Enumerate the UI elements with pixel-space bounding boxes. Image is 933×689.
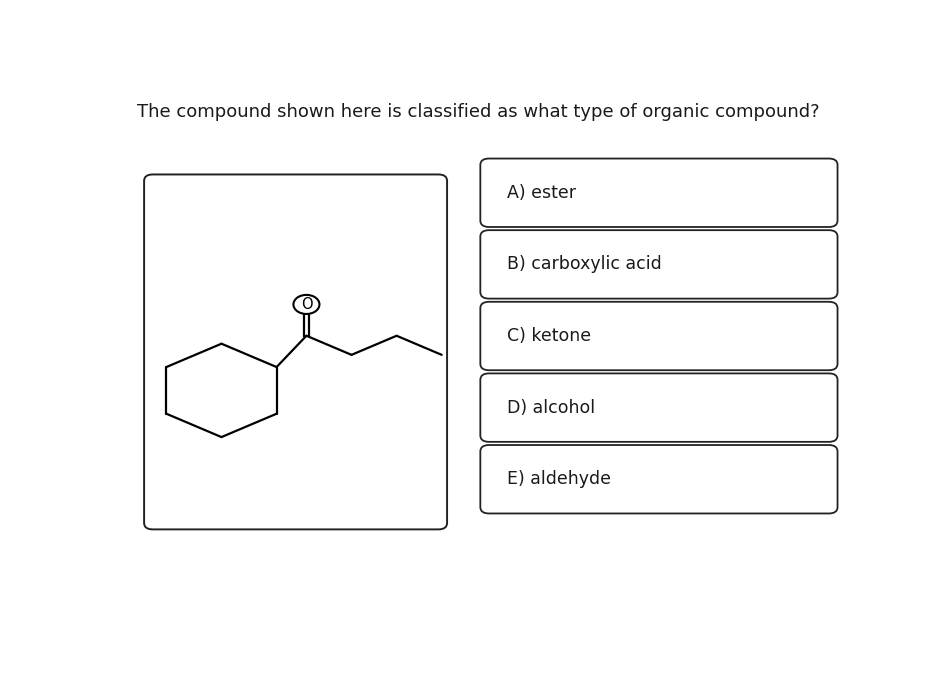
Text: E) aldehyde: E) aldehyde (508, 471, 611, 489)
Text: C) ketone: C) ketone (508, 327, 592, 345)
Text: A) ester: A) ester (508, 184, 576, 202)
Text: D) alcohol: D) alcohol (508, 399, 595, 417)
Text: The compound shown here is classified as what type of organic compound?: The compound shown here is classified as… (137, 103, 819, 121)
FancyBboxPatch shape (480, 158, 838, 227)
Text: B) carboxylic acid: B) carboxylic acid (508, 256, 661, 274)
FancyBboxPatch shape (480, 445, 838, 513)
FancyBboxPatch shape (480, 373, 838, 442)
Circle shape (293, 295, 319, 314)
FancyBboxPatch shape (144, 174, 447, 529)
FancyBboxPatch shape (480, 302, 838, 370)
Text: O: O (300, 297, 313, 312)
FancyBboxPatch shape (480, 230, 838, 298)
